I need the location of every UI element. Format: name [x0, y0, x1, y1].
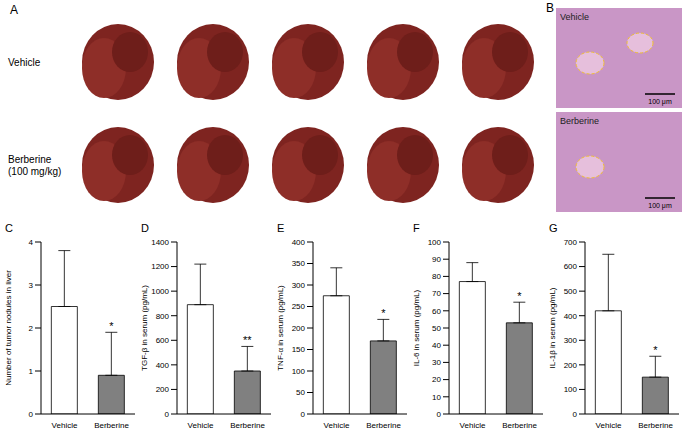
svg-text:Vehicle: Vehicle	[188, 421, 214, 430]
svg-text:0: 0	[165, 410, 170, 419]
svg-text:*: *	[517, 290, 522, 302]
svg-text:Number of tumor nodules in liv: Number of tumor nodules in liver	[4, 270, 13, 386]
html-text:G: G	[549, 222, 558, 234]
html-text:D: D	[141, 222, 149, 234]
svg-text:4: 4	[29, 238, 34, 247]
svg-text:20: 20	[432, 375, 441, 384]
svg-text:1: 1	[29, 367, 34, 376]
svg-text:400: 400	[292, 238, 306, 247]
svg-text:300: 300	[564, 336, 578, 345]
svg-text:Berberine: Berberine	[366, 421, 401, 430]
svg-text:50: 50	[432, 324, 441, 333]
svg-text:*: *	[381, 307, 386, 319]
svg-text:Berberine: Berberine	[560, 116, 599, 126]
svg-text:800: 800	[156, 312, 170, 321]
svg-text:150: 150	[292, 345, 306, 354]
svg-text:700: 700	[564, 238, 578, 247]
svg-text:1200: 1200	[151, 262, 169, 271]
svg-text:50: 50	[296, 388, 305, 397]
svg-text:80: 80	[432, 272, 441, 281]
svg-text:100: 100	[292, 367, 306, 376]
svg-text:30: 30	[432, 358, 441, 367]
svg-text:Berberine: Berberine	[8, 154, 52, 165]
svg-text:100: 100	[564, 385, 578, 394]
svg-text:A: A	[10, 3, 18, 17]
svg-text:0: 0	[437, 410, 442, 419]
svg-text:100: 100	[428, 238, 442, 247]
svg-text:200: 200	[292, 324, 306, 333]
svg-text:IL-1β in serum (pg/mL): IL-1β in serum (pg/mL)	[548, 287, 557, 368]
svg-text:IL-6 in serum (pg/mL): IL-6 in serum (pg/mL)	[412, 289, 421, 366]
svg-text:40: 40	[432, 341, 441, 350]
svg-text:600: 600	[564, 262, 578, 271]
svg-text:Vehicle: Vehicle	[460, 421, 486, 430]
svg-text:Vehicle: Vehicle	[52, 421, 78, 430]
svg-text:90: 90	[432, 255, 441, 264]
svg-text:250: 250	[292, 302, 306, 311]
svg-text:60: 60	[432, 307, 441, 316]
svg-text:0: 0	[29, 410, 34, 419]
svg-text:Berberine: Berberine	[638, 421, 673, 430]
svg-text:400: 400	[564, 312, 578, 321]
html-text:C: C	[5, 222, 13, 234]
svg-text:10: 10	[432, 393, 441, 402]
svg-text:(100 mg/kg): (100 mg/kg)	[8, 166, 61, 177]
svg-text:*: *	[653, 344, 658, 356]
svg-text:200: 200	[156, 385, 170, 394]
html-text:E: E	[277, 222, 285, 234]
svg-text:Vehicle: Vehicle	[324, 421, 350, 430]
svg-text:*: *	[109, 320, 114, 332]
svg-text:1400: 1400	[151, 238, 169, 247]
svg-text:2: 2	[29, 324, 34, 333]
svg-text:TGF-β in serum (pg/mL): TGF-β in serum (pg/mL)	[140, 285, 149, 371]
svg-text:0: 0	[301, 410, 306, 419]
svg-text:B: B	[546, 1, 554, 15]
svg-text:100 μm: 100 μm	[648, 98, 672, 106]
svg-text:300: 300	[292, 281, 306, 290]
svg-text:100 μm: 100 μm	[648, 202, 672, 210]
svg-text:Vehicle: Vehicle	[8, 57, 41, 68]
svg-text:70: 70	[432, 289, 441, 298]
html-text:F: F	[413, 222, 420, 234]
svg-text:Vehicle: Vehicle	[596, 421, 622, 430]
svg-text:500: 500	[564, 287, 578, 296]
svg-text:0: 0	[573, 410, 578, 419]
svg-text:Berberine: Berberine	[230, 421, 265, 430]
svg-text:Berberine: Berberine	[502, 421, 537, 430]
svg-text:3: 3	[29, 281, 34, 290]
svg-text:TNF-α in serum (pg/mL): TNF-α in serum (pg/mL)	[276, 285, 285, 371]
svg-text:600: 600	[156, 336, 170, 345]
svg-text:350: 350	[292, 259, 306, 268]
svg-text:Berberine: Berberine	[94, 421, 129, 430]
svg-text:Vehicle: Vehicle	[560, 12, 589, 22]
svg-text:200: 200	[564, 361, 578, 370]
svg-text:**: **	[243, 334, 252, 346]
svg-text:1000: 1000	[151, 287, 169, 296]
svg-text:400: 400	[156, 361, 170, 370]
